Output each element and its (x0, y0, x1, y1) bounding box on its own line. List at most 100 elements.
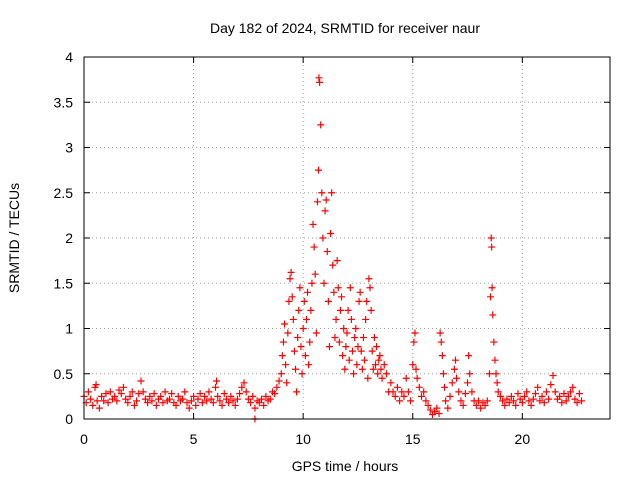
y-tick-label: 4 (65, 49, 73, 65)
data-point (260, 401, 268, 409)
y-tick-label: 1 (65, 321, 73, 337)
y-tick-label: 2.5 (54, 185, 74, 201)
data-point (299, 325, 307, 332)
x-tick-label: 10 (295, 431, 311, 447)
data-point (358, 365, 366, 373)
data-point (363, 297, 371, 305)
data-point (501, 401, 509, 409)
data-point (133, 397, 141, 405)
data-point (437, 338, 445, 346)
data-point (289, 315, 297, 323)
data-point (286, 275, 294, 283)
data-point (342, 343, 350, 351)
data-point (293, 388, 301, 396)
data-point (213, 377, 221, 385)
data-point (194, 395, 202, 403)
grid-lines (84, 57, 610, 419)
data-point (361, 356, 369, 364)
data-point (92, 381, 100, 389)
data-point (227, 392, 235, 400)
data-point (284, 329, 292, 337)
data-point (351, 334, 359, 342)
data-point (485, 370, 493, 378)
data-point (514, 390, 522, 398)
data-point (345, 356, 353, 364)
data-point (512, 401, 520, 409)
data-point (377, 365, 385, 373)
data-point (258, 395, 266, 403)
data-point (192, 401, 200, 409)
data-point (128, 388, 136, 396)
data-point (126, 392, 134, 400)
data-point (487, 293, 495, 301)
data-point (238, 383, 246, 391)
data-point (567, 388, 575, 396)
data-point (352, 325, 360, 332)
data-point (518, 399, 526, 407)
data-point (490, 338, 498, 346)
data-point (527, 401, 535, 409)
data-point (418, 392, 426, 400)
data-point (374, 370, 382, 378)
data-point (122, 395, 130, 403)
data-point (317, 121, 325, 129)
data-point (222, 395, 230, 403)
data-point (135, 390, 143, 398)
data-point (521, 392, 529, 400)
data-point (281, 320, 289, 328)
data-point (529, 395, 537, 403)
data-point (534, 383, 542, 391)
data-point (573, 399, 581, 407)
data-point (503, 395, 511, 403)
x-tick-label: 20 (515, 431, 531, 447)
data-point (505, 399, 513, 407)
data-point (255, 399, 263, 407)
data-point (355, 297, 363, 305)
data-point (398, 388, 406, 396)
data-point (393, 383, 401, 391)
y-tick-label: 0 (65, 411, 73, 427)
data-point (282, 361, 290, 369)
data-point (488, 284, 496, 292)
data-point (346, 284, 354, 292)
data-point (538, 392, 546, 400)
data-point (575, 390, 583, 398)
data-point (290, 347, 298, 355)
data-point (201, 392, 209, 400)
data-point (549, 372, 557, 380)
data-point (466, 370, 474, 378)
data-point (95, 404, 103, 412)
data-point (307, 306, 315, 314)
data-point (244, 395, 252, 403)
data-point (562, 397, 570, 405)
data-point (181, 388, 189, 396)
data-point (148, 397, 156, 405)
data-point (332, 315, 340, 323)
data-point (323, 248, 331, 256)
data-point (400, 392, 408, 400)
data-point (190, 392, 198, 400)
data-point (496, 392, 504, 400)
data-point (84, 388, 92, 396)
data-point (283, 379, 291, 387)
data-point (404, 388, 412, 396)
data-point (262, 392, 270, 400)
data-point (468, 388, 476, 396)
x-axis-label: GPS time / hours (292, 458, 399, 474)
data-point (115, 386, 123, 394)
data-point (413, 374, 421, 382)
data-point (295, 306, 303, 314)
data-point (491, 356, 499, 364)
data-point (301, 352, 309, 360)
data-point (117, 390, 125, 398)
data-point (335, 338, 343, 346)
data-points (80, 74, 586, 423)
data-point (275, 377, 283, 385)
data-point (356, 288, 364, 296)
data-point (525, 397, 533, 405)
data-point (183, 399, 191, 407)
data-point (315, 74, 323, 82)
data-point (448, 379, 456, 387)
data-point (350, 370, 358, 378)
data-point (523, 388, 531, 396)
